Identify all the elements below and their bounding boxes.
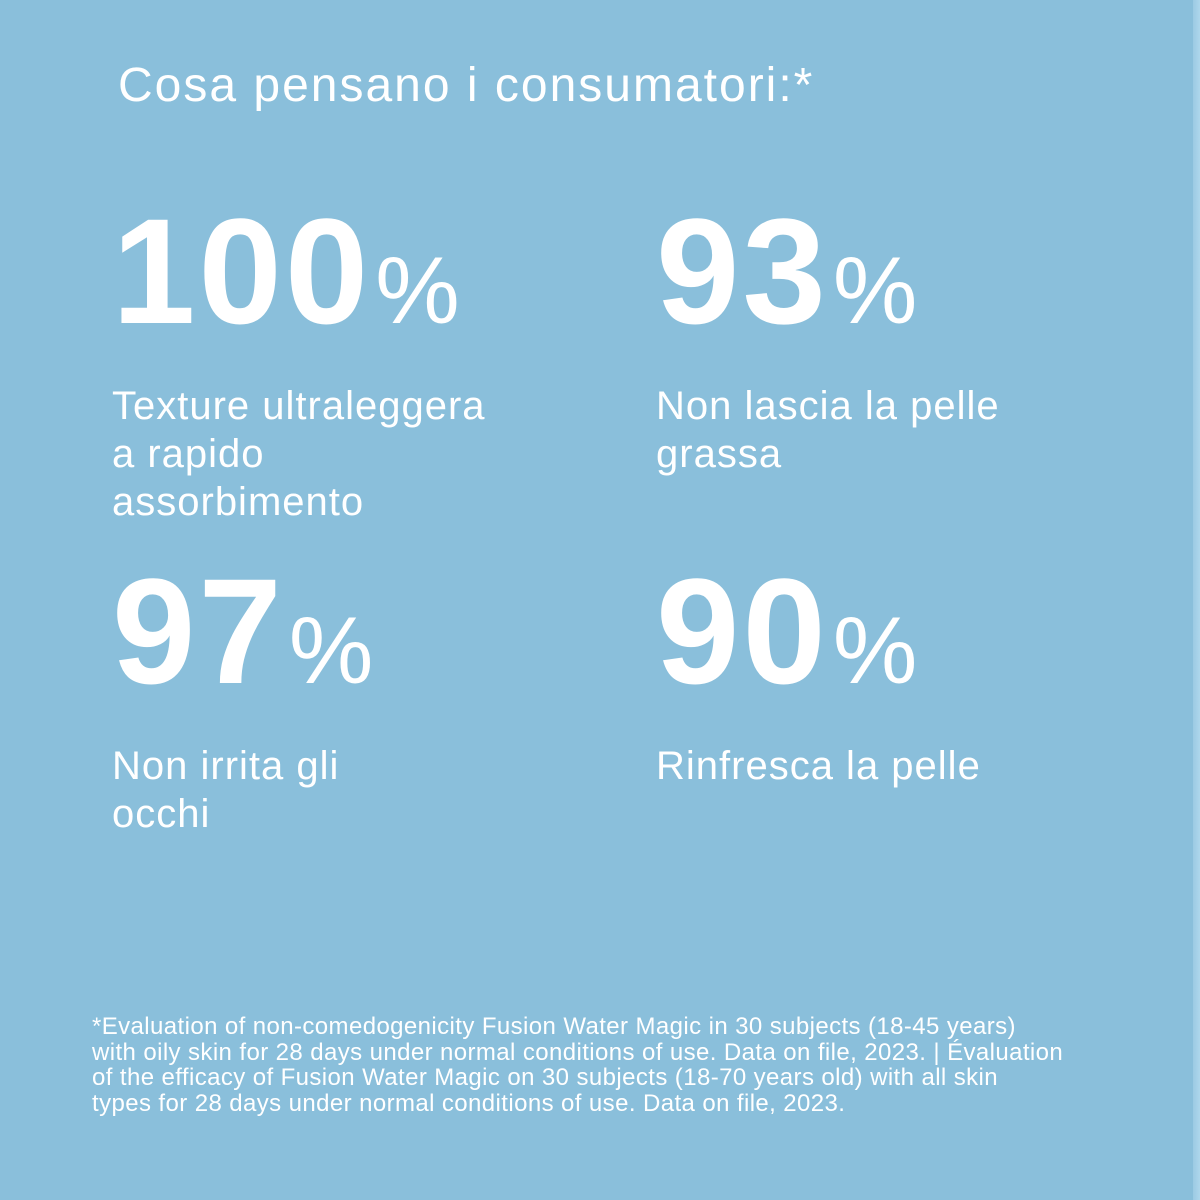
- stat-label: Texture ultraleggera a rapido assorbimen…: [112, 384, 486, 524]
- stat-card-texture: 100% Texture ultraleggera a rapido assor…: [112, 196, 632, 526]
- stat-card-refreshes: 90% Rinfresca la pelle: [656, 556, 1176, 790]
- right-edge-strip: [1193, 0, 1200, 1200]
- stat-label: Non lascia la pelle grassa: [656, 384, 1000, 476]
- stat-label: Non irrita gli occhi: [112, 744, 340, 836]
- stat-label: Rinfresca la pelle: [656, 744, 981, 788]
- stat-card-non-greasy: 93% Non lascia la pelle grassa: [656, 196, 1176, 478]
- percent-sign: %: [288, 598, 374, 704]
- page-title: Cosa pensano i consumatori:*: [118, 59, 815, 112]
- percent-sign: %: [832, 238, 918, 344]
- stat-value: 97%: [112, 556, 632, 706]
- stat-value: 90%: [656, 556, 1176, 706]
- stat-number: 93: [656, 187, 829, 355]
- stat-value: 93%: [656, 196, 1176, 346]
- percent-sign: %: [832, 598, 918, 704]
- stat-number: 90: [656, 547, 829, 715]
- stat-number: 100: [112, 187, 372, 355]
- footnote-disclaimer: *Evaluation of non-comedogenicity Fusion…: [92, 1013, 1064, 1117]
- stat-card-eye-irritation: 97% Non irrita gli occhi: [112, 556, 632, 838]
- stat-value: 100%: [112, 196, 632, 346]
- stat-number: 97: [112, 547, 285, 715]
- percent-sign: %: [375, 238, 460, 344]
